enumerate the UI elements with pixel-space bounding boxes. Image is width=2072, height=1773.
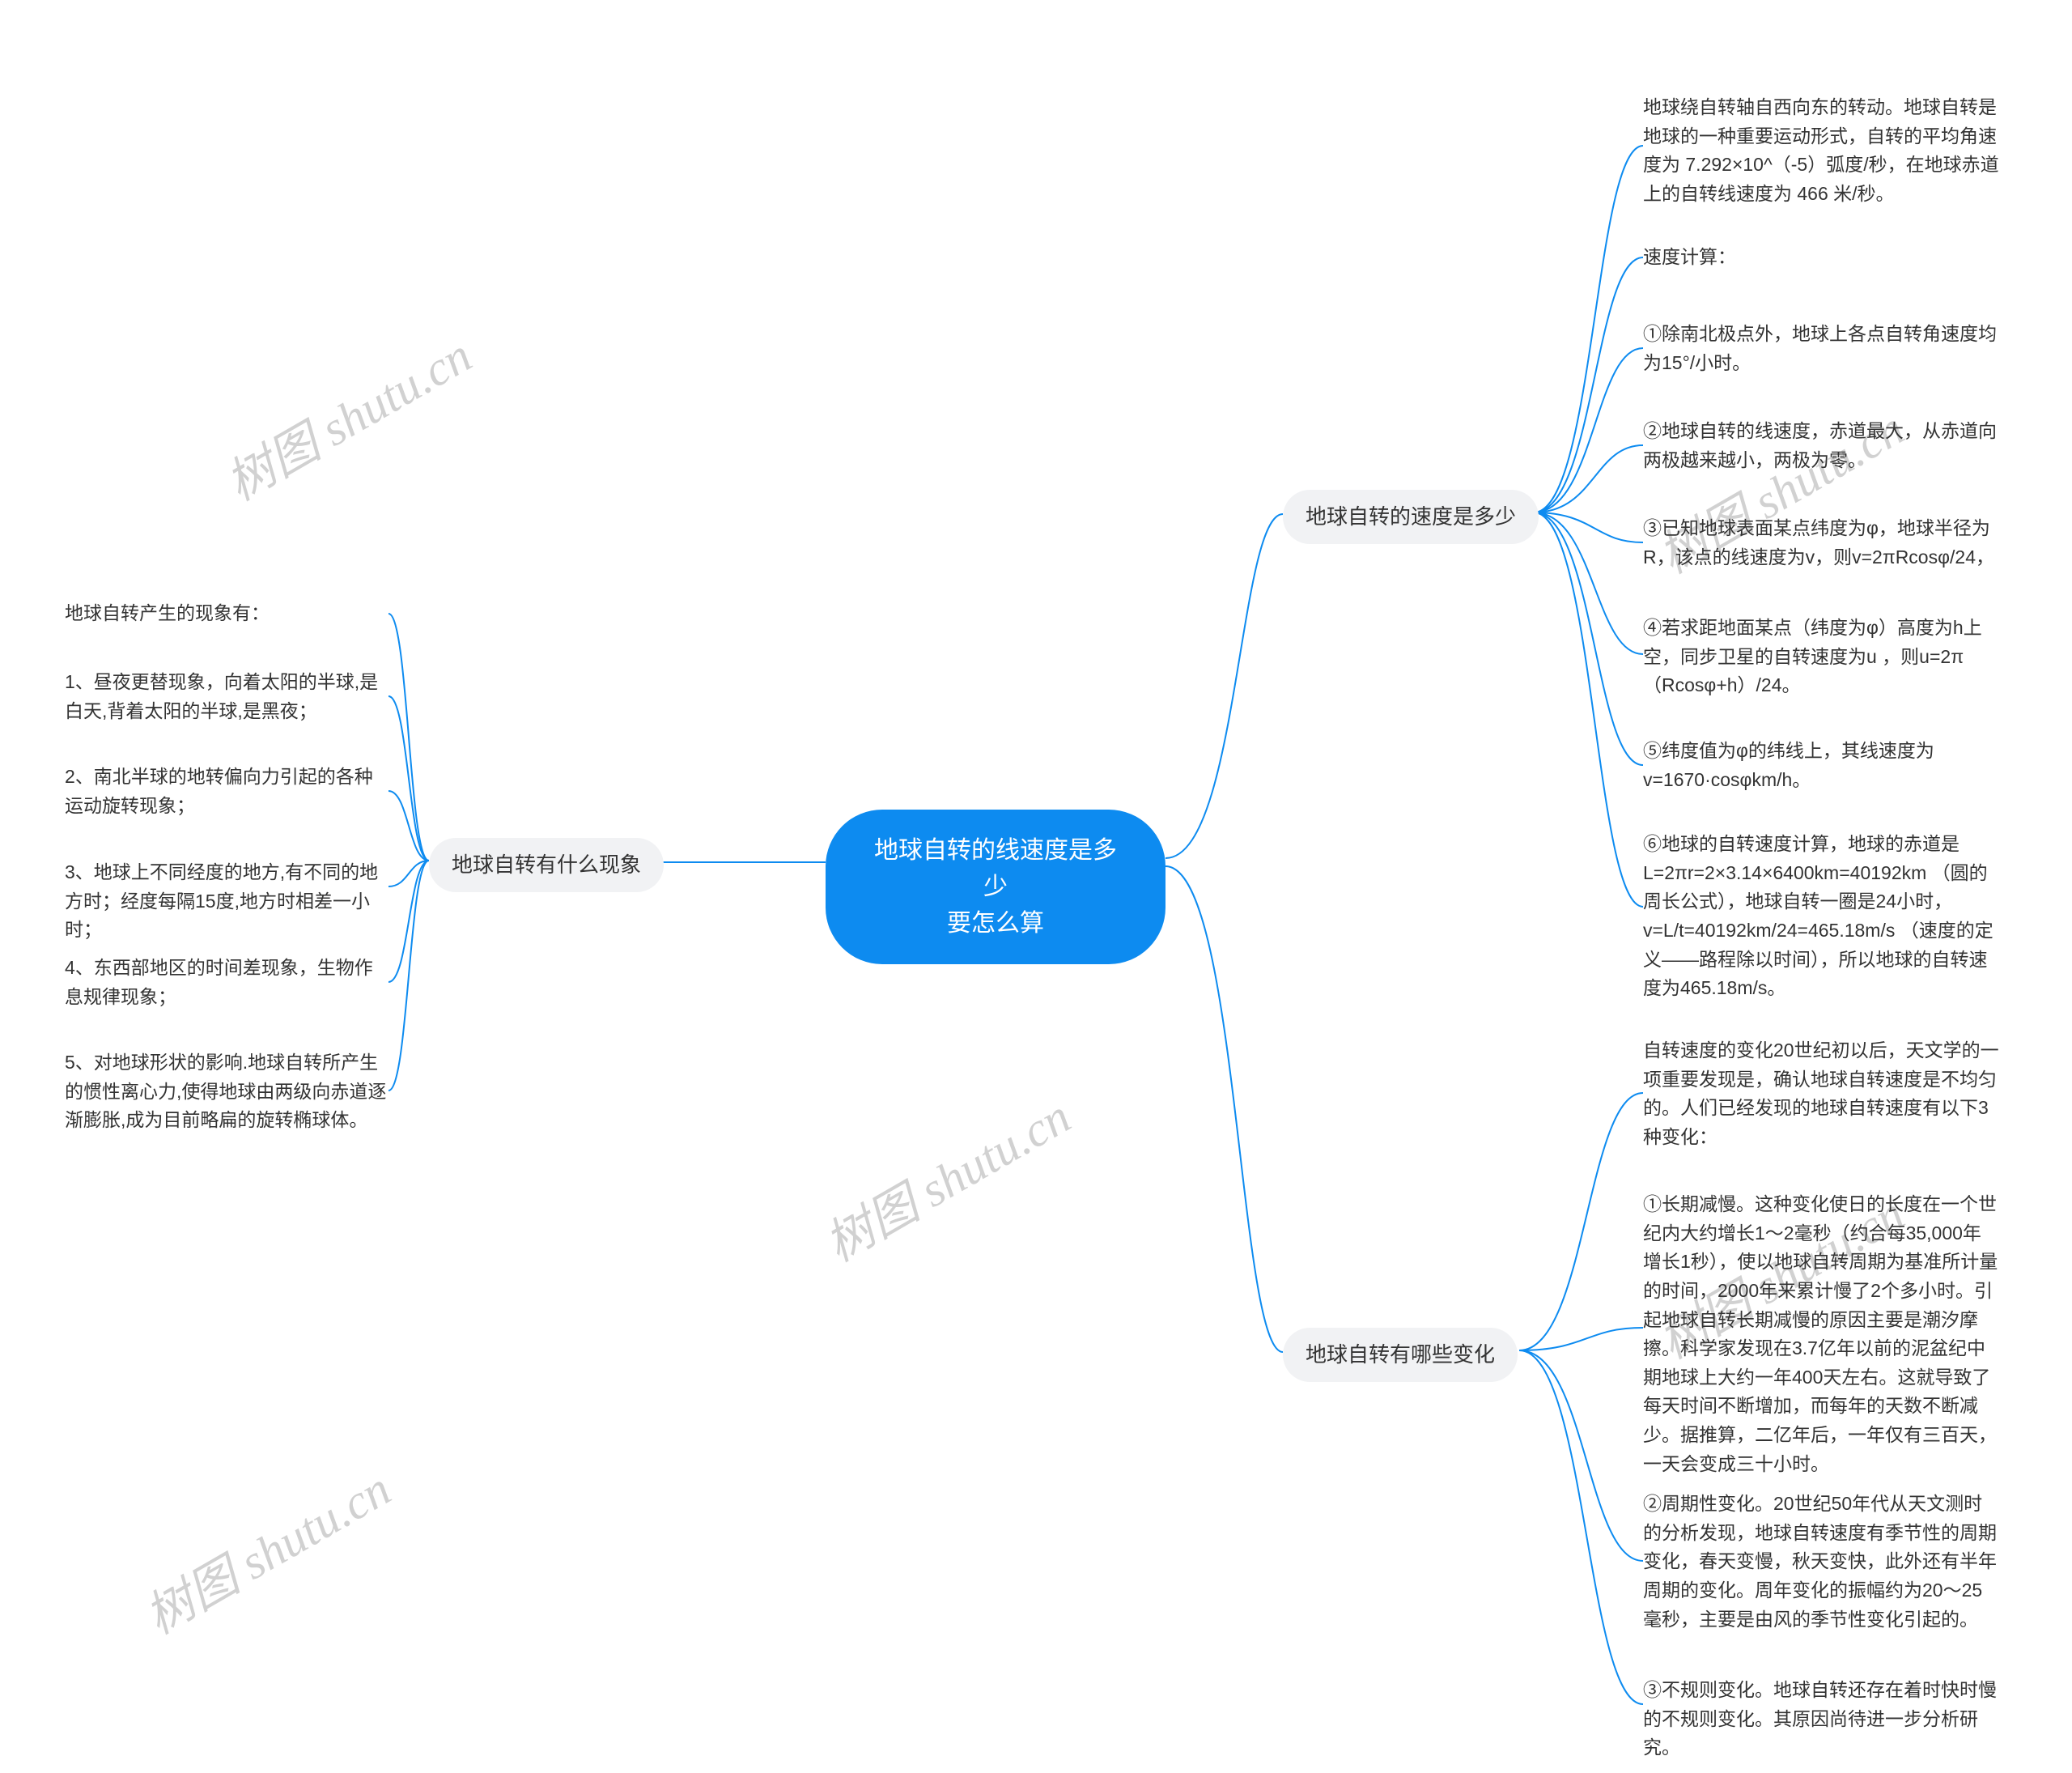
leaf-left-0: 地球自转产生的现象有： xyxy=(65,599,388,628)
leaf-left-1: 1、昼夜更替现象，向着太阳的半球,是白天,背着太阳的半球,是黑夜； xyxy=(65,668,388,725)
leaf-rtop-5: ④若求距地面某点（纬度为φ）高度为h上空，同步卫星的自转速度为u ，则u=2π（… xyxy=(1643,614,1999,700)
watermark: 树图 shutu.cn xyxy=(810,1078,1081,1276)
leaf-left-5: 5、对地球形状的影响.地球自转所产生的惯性离心力,使得地球由两级向赤道逐渐膨胀,… xyxy=(65,1048,388,1135)
center-node[interactable]: 地球自转的线速度是多少 要怎么算 xyxy=(826,810,1166,964)
leaf-rbottom-3: ③不规则变化。地球自转还存在着时快时慢的不规则变化。其原因尚待进一步分析研究。 xyxy=(1643,1676,1999,1762)
leaf-rtop-1: 速度计算： xyxy=(1643,243,1999,272)
leaf-rtop-3: ②地球自转的线速度，赤道最大，从赤道向两极越来越小，两极为零。 xyxy=(1643,417,1999,474)
leaf-left-2: 2、南北半球的地转偏向力引起的各种运动旋转现象； xyxy=(65,763,388,820)
leaf-rbottom-0: 自转速度的变化20世纪初以后，天文学的一项重要发现是，确认地球自转速度是不均匀的… xyxy=(1643,1036,1999,1152)
leaf-rtop-7: ⑥地球的自转速度计算，地球的赤道是L=2πr=2×3.14×6400km=401… xyxy=(1643,830,1999,1003)
watermark: 树图 shutu.cn xyxy=(130,1451,401,1648)
branch-right-bottom[interactable]: 地球自转有哪些变化 xyxy=(1283,1328,1518,1382)
watermark: 树图 shutu.cn xyxy=(211,317,482,515)
leaf-rbottom-1: ①长期减慢。这种变化使日的长度在一个世纪内大约增长1～2毫秒（约合每35,000… xyxy=(1643,1190,1999,1478)
leaf-rbottom-2: ②周期性变化。20世纪50年代从天文测时的分析发现，地球自转速度有季节性的周期变… xyxy=(1643,1490,1999,1634)
leaf-rtop-4: ③已知地球表面某点纬度为φ，地球半径为R，该点的线速度为v，则v=2πRcosφ… xyxy=(1643,514,1999,572)
branch-left[interactable]: 地球自转有什么现象 xyxy=(429,838,664,892)
mindmap-canvas: 树图 shutu.cn 树图 shutu.cn 树图 shutu.cn 树图 s… xyxy=(0,0,2072,1773)
branch-right-top[interactable]: 地球自转的速度是多少 xyxy=(1283,490,1539,544)
leaf-rtop-0: 地球绕自转轴自西向东的转动。地球自转是地球的一种重要运动形式，自转的平均角速度为… xyxy=(1643,93,1999,209)
leaf-left-3: 3、地球上不同经度的地方,有不同的地方时；经度每隔15度,地方时相差一小时； xyxy=(65,858,388,945)
leaf-rtop-2: ①除南北极点外，地球上各点自转角速度均为15°/小时。 xyxy=(1643,320,1999,377)
leaf-left-4: 4、东西部地区的时间差现象，生物作息规律现象； xyxy=(65,954,388,1011)
center-line1: 地球自转的线速度是多少 xyxy=(866,832,1125,905)
center-line2: 要怎么算 xyxy=(866,905,1125,942)
leaf-rtop-6: ⑤纬度值为φ的纬线上，其线速度为v=1670·cosφkm/h。 xyxy=(1643,737,1999,794)
